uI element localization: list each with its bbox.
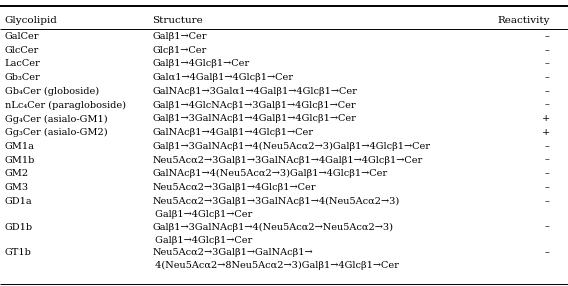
Text: LacCer: LacCer [5,59,40,68]
Text: GalNAcβ1→4Galβ1→4Glcβ1→Cer: GalNAcβ1→4Galβ1→4Glcβ1→Cer [152,128,313,137]
Text: Galβ1→4Glcβ1→Cer: Galβ1→4Glcβ1→Cer [152,59,249,68]
Text: Gg₄Cer (asialo-GM1): Gg₄Cer (asialo-GM1) [5,114,107,124]
Text: –: – [545,59,550,68]
Text: Galβ1→4GlcNAcβ1→3Galβ1→4Glcβ1→Cer: Galβ1→4GlcNAcβ1→3Galβ1→4Glcβ1→Cer [152,101,356,110]
Text: –: – [545,169,550,178]
Text: GD1a: GD1a [5,197,32,206]
Text: Galα1→4Galβ1→4Glcβ1→Cer: Galα1→4Galβ1→4Glcβ1→Cer [152,73,293,82]
Text: Galβ1→Cer: Galβ1→Cer [152,32,207,41]
Text: GlcCer: GlcCer [5,46,39,55]
Text: Galβ1→3GalNAcβ1→4Galβ1→4Glcβ1→Cer: Galβ1→3GalNAcβ1→4Galβ1→4Glcβ1→Cer [152,114,356,123]
Text: Glcβ1→Cer: Glcβ1→Cer [152,46,207,55]
Text: Neu5Acα2→3Galβ1→3GalNAcβ1→4(Neu5Acα2→3): Neu5Acα2→3Galβ1→3GalNAcβ1→4(Neu5Acα2→3) [152,197,399,206]
Text: GalCer: GalCer [5,32,39,41]
Text: +: + [541,128,550,137]
Text: –: – [545,183,550,192]
Text: Galβ1→3GalNAcβ1→4(Neu5Acα2→3)Galβ1→4Glcβ1→Cer: Galβ1→3GalNAcβ1→4(Neu5Acα2→3)Galβ1→4Glcβ… [152,142,430,151]
Text: –: – [545,248,550,257]
Text: Galβ1→4Glcβ1→Cer: Galβ1→4Glcβ1→Cer [152,236,252,245]
Text: nLc₄Cer (paragloboside): nLc₄Cer (paragloboside) [5,101,126,110]
Text: GM2: GM2 [5,169,28,178]
Text: Structure: Structure [152,16,203,25]
Text: 4(Neu5Acα2→8Neu5Acα2→3)Galβ1→4Glcβ1→Cer: 4(Neu5Acα2→8Neu5Acα2→3)Galβ1→4Glcβ1→Cer [152,261,399,271]
Text: Gg₃Cer (asialo-GM2): Gg₃Cer (asialo-GM2) [5,128,107,137]
Text: Galβ1→4Glcβ1→Cer: Galβ1→4Glcβ1→Cer [152,210,252,219]
Text: Gb₄Cer (globoside): Gb₄Cer (globoside) [5,87,99,96]
Text: –: – [545,156,550,164]
Text: GM1a: GM1a [5,142,35,151]
Text: –: – [545,223,550,231]
Text: –: – [545,142,550,151]
Text: Neu5Acα2→3Galβ1→4Glcβ1→Cer: Neu5Acα2→3Galβ1→4Glcβ1→Cer [152,183,316,192]
Text: –: – [545,87,550,96]
Text: GD1b: GD1b [5,223,33,231]
Text: Reactivity: Reactivity [498,16,550,25]
Text: Gb₃Cer: Gb₃Cer [5,73,40,82]
Text: –: – [545,101,550,110]
Text: GT1b: GT1b [5,248,31,257]
Text: Galβ1→3GalNAcβ1→4(Neu5Acα2→Neu5Acα2→3): Galβ1→3GalNAcβ1→4(Neu5Acα2→Neu5Acα2→3) [152,223,393,232]
Text: Neu5Acα2→3Galβ1→GalNAcβ1→: Neu5Acα2→3Galβ1→GalNAcβ1→ [152,248,313,257]
Text: GalNAcβ1→4(Neu5Acα2→3)Galβ1→4Glcβ1→Cer: GalNAcβ1→4(Neu5Acα2→3)Galβ1→4Glcβ1→Cer [152,169,387,178]
Text: GalNAcβ1→3Galα1→4Galβ1→4Glcβ1→Cer: GalNAcβ1→3Galα1→4Galβ1→4Glcβ1→Cer [152,87,357,96]
Text: –: – [545,197,550,206]
Text: –: – [545,73,550,82]
Text: +: + [541,114,550,123]
Text: Glycolipid: Glycolipid [5,16,57,25]
Text: GM3: GM3 [5,183,28,192]
Text: Neu5Acα2→3Galβ1→3GalNAcβ1→4Galβ1→4Glcβ1→Cer: Neu5Acα2→3Galβ1→3GalNAcβ1→4Galβ1→4Glcβ1→… [152,156,423,164]
Text: GM1b: GM1b [5,156,35,164]
Text: –: – [545,32,550,41]
Text: –: – [545,46,550,55]
